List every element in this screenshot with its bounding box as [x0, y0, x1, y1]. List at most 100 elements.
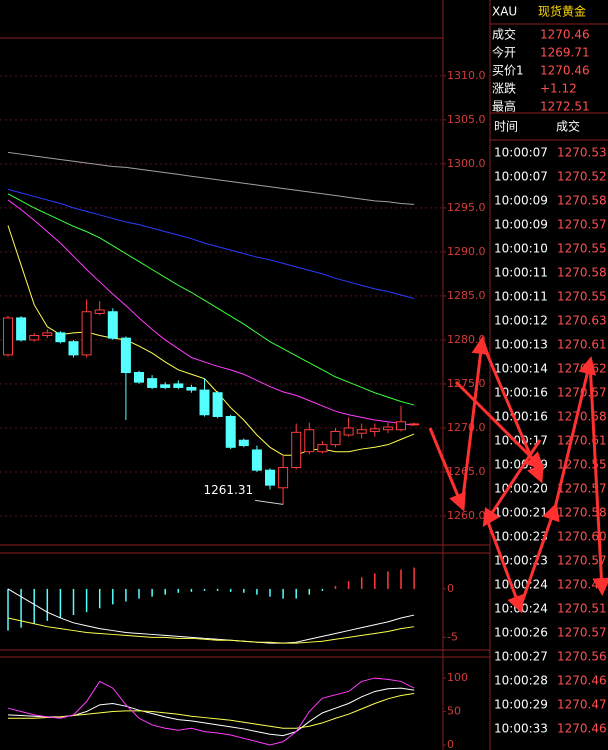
- trade-price: 1270.57: [557, 554, 607, 568]
- trade-price: 1270.55: [557, 242, 607, 256]
- trade-time: 10:00:11: [494, 290, 548, 304]
- trade-price: 1270.46: [557, 722, 607, 736]
- trade-price: 1270.57: [557, 482, 607, 496]
- indicator-line: [7, 199, 415, 426]
- trade-time: 10:00:16: [494, 386, 548, 400]
- y-tick-label: 50: [447, 705, 461, 718]
- candle-body: [94, 309, 105, 315]
- trade-price: 1270.57: [557, 626, 607, 640]
- candle-body: [173, 383, 184, 388]
- trade-time: 10:00:33: [494, 722, 548, 736]
- annotation-leader: [255, 499, 284, 505]
- candle-body: [186, 386, 197, 391]
- trade-price: 1270.58: [557, 410, 607, 424]
- trade-time: 10:00:07: [494, 146, 548, 160]
- trade-time: 10:00:20: [494, 482, 548, 496]
- instrument-name: 现货黄金: [538, 4, 586, 19]
- field-value: 1269.71: [540, 46, 590, 60]
- y-tick-label: 1310.0: [447, 69, 486, 82]
- candle-body: [134, 371, 144, 383]
- trade-time: 10:00:24: [494, 578, 548, 592]
- candle-body: [225, 415, 236, 448]
- y-tick-label: 1285.0: [447, 289, 486, 302]
- candle-body: [330, 430, 341, 446]
- candle-body: [356, 429, 367, 434]
- y-tick-label: 1260.0: [447, 509, 486, 522]
- candle-body: [68, 341, 79, 356]
- trade-price: 1270.55: [557, 290, 607, 304]
- field-value: +1.12: [540, 82, 577, 96]
- field-value: 1270.46: [540, 64, 590, 78]
- trade-price: 1270.57: [557, 218, 607, 232]
- indicator-line: [7, 617, 415, 644]
- charts: 1260.01265.01270.01275.01280.01285.01290…: [0, 0, 490, 750]
- candle-body: [3, 317, 13, 356]
- symbol: XAU: [492, 5, 517, 19]
- trade-time: 10:00:10: [494, 242, 548, 256]
- trade-price: 1270.58: [557, 266, 607, 280]
- trade-price: 1270.61: [557, 434, 607, 448]
- indicator-line: [7, 677, 415, 746]
- field-label: 成交: [492, 27, 516, 42]
- trade-time: 10:00:12: [494, 314, 548, 328]
- candle-body: [120, 337, 131, 373]
- trade-time: 10:00:26: [494, 626, 548, 640]
- y-tick-label: 1300.0: [447, 157, 486, 170]
- candle-body: [278, 467, 289, 489]
- y-tick-label: 1305.0: [447, 113, 486, 126]
- y-tick-label: 1290.0: [447, 245, 486, 258]
- trade-price: 1270.58: [557, 194, 607, 208]
- trade-price: 1270.53: [557, 146, 607, 160]
- candle-body: [81, 311, 92, 356]
- indicator-line: [7, 188, 415, 300]
- field-label: 最高: [492, 99, 516, 114]
- field-label: 买价1: [492, 64, 524, 78]
- trade-price: 1270.47: [557, 578, 607, 592]
- candle-body: [55, 332, 66, 343]
- indicator-line: [7, 193, 415, 406]
- y-tick-label: 1280.0: [447, 333, 486, 346]
- candle-body: [396, 421, 406, 431]
- field-value: 1272.51: [540, 100, 590, 114]
- candle-body: [238, 439, 249, 447]
- candle-body: [42, 332, 53, 337]
- candle-body: [16, 317, 27, 341]
- trade-time: 10:00:21: [494, 506, 548, 520]
- indicator-line: [8, 692, 415, 729]
- candle-body: [251, 449, 262, 471]
- trade-price: 1270.47: [557, 698, 607, 712]
- annotation-arrows: [428, 336, 608, 614]
- trades-header: 时间: [494, 120, 518, 134]
- trade-time: 10:00:17: [494, 434, 548, 448]
- candle-body: [147, 378, 158, 388]
- trade-price: 1270.63: [557, 314, 607, 328]
- candle-body: [265, 469, 275, 486]
- trade-price: 1270.46: [557, 674, 607, 688]
- y-tick-label: 0: [447, 582, 454, 595]
- candle-body: [343, 427, 354, 436]
- annotation-label: 1261.31: [203, 483, 253, 497]
- candle-body: [291, 431, 302, 469]
- candle-body: [160, 384, 171, 388]
- trades-header: 成交: [556, 119, 580, 134]
- field-label: 涨跌: [492, 81, 516, 96]
- indicator-line: [7, 225, 415, 456]
- y-tick-label: 1295.0: [447, 201, 486, 214]
- trade-time: 10:00:23: [494, 530, 548, 544]
- trade-price: 1270.58: [557, 506, 607, 520]
- candle-body: [317, 444, 328, 453]
- trade-time: 10:00:29: [494, 698, 548, 712]
- y-tick-label: 0: [447, 738, 454, 750]
- candle-body: [29, 335, 40, 341]
- trade-price: 1270.61: [557, 338, 607, 352]
- trade-price: 1270.60: [557, 530, 607, 544]
- trade-price: 1270.52: [557, 170, 607, 184]
- trade-time: 10:00:07: [494, 170, 548, 184]
- candle-body: [107, 311, 118, 339]
- trade-price: 1270.62: [557, 362, 607, 376]
- trade-time: 10:00:09: [494, 218, 548, 232]
- y-tick-label: 1270.0: [447, 421, 486, 434]
- trade-time: 10:00:16: [494, 410, 548, 424]
- trade-time: 10:00:27: [494, 650, 548, 664]
